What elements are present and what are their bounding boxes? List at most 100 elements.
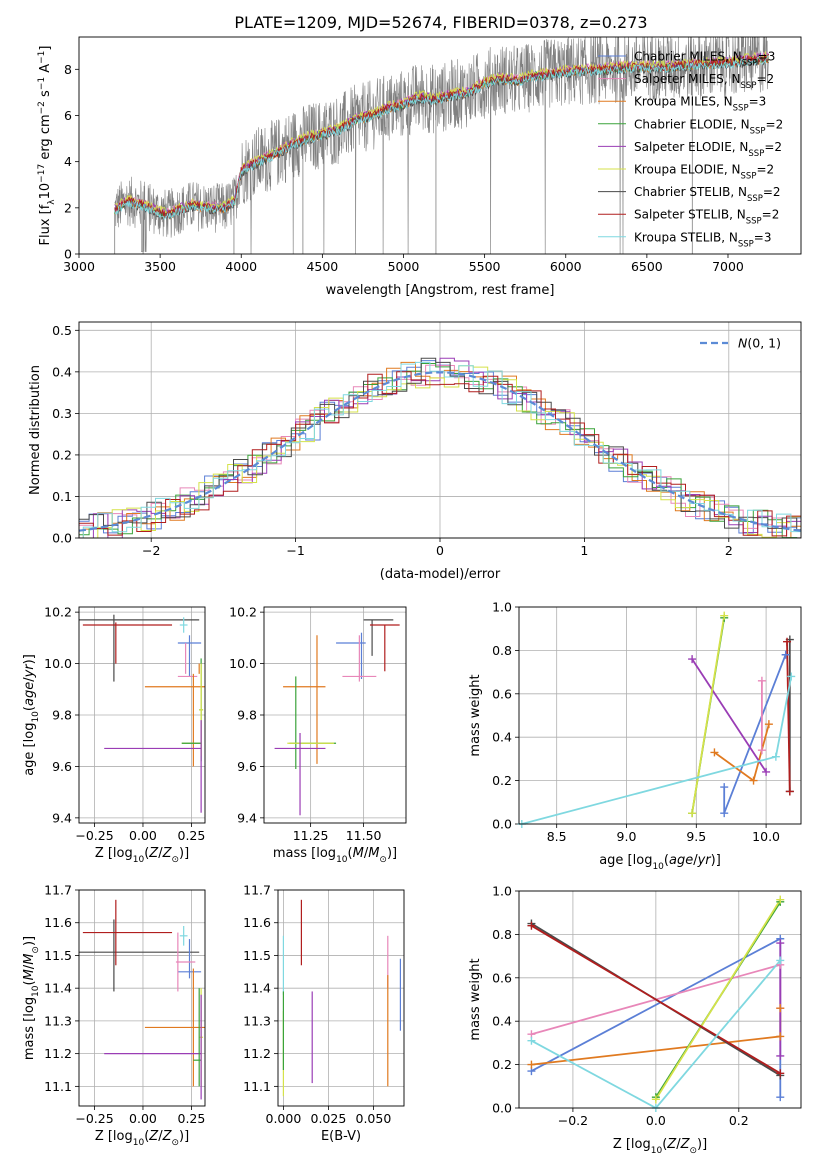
label-part: Z [log [95,846,133,861]
y-tick-label: 11.6 [44,915,72,930]
legend-label-sub: SSP [741,172,757,182]
label-part: wavelength [Angstrom, rest frame] [326,283,555,298]
label-part: Z [666,1137,677,1152]
y-tick-label: 9.6 [237,759,257,774]
x-axis-label: E(B-V) [321,1129,361,1144]
x-tick-label: 11.50 [346,828,382,843]
x-tick-label: 9.5 [686,829,706,844]
weight-line-salpeter-elodie [691,658,767,773]
weight-marker-chabrier-miles [720,809,729,818]
legend-label-main: Salpeter MILES, N [634,72,741,86]
legend-label-part: N [738,336,748,351]
plot-area [79,357,801,538]
x-tick-label: 0.00 [129,1111,157,1126]
y-tick-label: 0.4 [52,364,72,379]
y-tick-label: 11.4 [243,981,271,996]
y-tick-label: 11.3 [243,1013,271,1028]
label-part: Z [162,1129,173,1144]
y-tick-label: 0.4 [492,1014,512,1029]
weight-line-salpeter-stelib [786,641,791,792]
label-part: Z [680,1137,691,1152]
legend-label-tail: =3 [749,95,767,109]
legend-label-kroupa-miles: Kroupa MILES, NSSP=3 [634,95,766,114]
label-part: ( [22,980,37,985]
x-tick-label: 3500 [144,259,176,274]
y-tick-label: 10.0 [44,656,72,671]
legend-label-sub: SSP [748,149,764,159]
legend-label-tail: =2 [756,72,774,86]
normal-distribution-curve [79,371,801,532]
label-part: A [38,64,53,77]
legend-label-sub: SSP [738,239,754,249]
residual-histogram-salpeter-stelib [79,371,801,538]
x-axis-label: (data-model)/error [380,567,501,582]
label-part: age [log [22,723,37,776]
axes-4: −0.25 0.00 0.25 11.1 11.2 11.3 11.4 11.5 11.6 11.… [22,883,206,1148]
plot-area [282,899,401,1097]
weight-marker-salpeter-stelib [783,637,792,646]
x-tick-label: 0.2 [729,1113,749,1128]
weight-marker-kroupa-elodie [651,1095,660,1104]
x-axis-label: wavelength [Angstrom, rest frame] [326,283,555,298]
plot-area [79,899,205,1100]
axes-root: 3000 3500 4000 4500 5000 5500 6000 6500 7000 0 2 4 6… [22,36,802,1156]
label-part: 10 [133,855,145,865]
weight-marker-kroupa-stelib [771,752,780,761]
x-tick-label: −1 [286,543,304,558]
x-tick-label: 5500 [469,259,501,274]
x-tick-label: 4500 [306,259,338,274]
y-tick-label: 0.0 [52,531,72,546]
legend-label-tail: =2 [762,208,780,222]
label-part: Z [log [95,1129,133,1144]
label-part: )] [697,1137,707,1152]
plot-area [79,614,205,813]
weight-line-salpeter-stelib [530,924,781,1075]
label-part: / [693,853,698,868]
y-tick-label: 11.5 [44,948,72,963]
label-part: ⊙ [171,855,179,865]
y-tick-label: 0.3 [52,406,72,421]
legend-label-sub: SSP [741,81,757,91]
y-tick-label: 11.6 [243,915,271,930]
legend-label-main: Kroupa MILES, N [634,95,733,109]
legend-label-sub: SSP [747,194,763,204]
label-part: Z [log [613,1137,651,1152]
label-part: −17 [37,164,47,183]
label-part: −1 [37,77,47,90]
label-part: )] [179,1129,189,1144]
weight-line-chabrier-miles [723,654,787,814]
label-part: yr [697,853,713,868]
axes-6: 8.5 9.0 9.5 10.0 0.0 0.2 0.4 0.6 0.8 1.0 age [log1… [468,600,802,872]
legend-label-tail: =2 [766,117,784,131]
label-part: −1 [37,51,47,64]
axes-frame [78,606,206,824]
legend-label-chabrier-elodie: Chabrier ELODIE, NSSP=2 [634,117,783,136]
y-tick-label: 9.4 [52,810,72,825]
y-tick-label: 11.2 [44,1046,72,1061]
y-tick-label: 11.7 [44,883,72,898]
legend-label-salpeter-elodie: Salpeter ELODIE, NSSP=2 [634,140,782,159]
label-part: mass [log [273,846,336,861]
label-part: age [669,853,693,868]
plot-area [114,37,769,254]
x-tick-label: 0.25 [178,1111,206,1126]
y-tick-label: 0.1 [52,489,72,504]
y-tick-label: 0.4 [492,730,512,745]
y-axis-label: Flux [fλ10−17 erg cm−2 s−1 A−1] [37,46,57,246]
label-part: ⊙ [379,855,387,865]
axes-7: −0.2 0.0 0.20.00.20.40.60.81.0Z [log10(Z/Z… [468,884,802,1156]
y-axis-label: mass weight [468,958,483,1040]
label-part: / [22,964,37,969]
legend-label-sub: SSP [733,104,749,114]
figure-title: PLATE=1209, MJD=52674, FIBERID=0378, z=0… [234,13,647,32]
weight-marker-salpeter-miles [757,676,766,685]
legend-label-chabrier-stelib: Chabrier STELIB, NSSP=2 [634,185,781,204]
y-tick-label: 0.2 [492,1057,512,1072]
label-part: 10 [651,1146,663,1156]
label-part: )] [22,654,37,664]
label-part: / [158,1129,163,1144]
weight-marker-kroupa-miles [527,1060,536,1069]
label-part: M [368,846,379,861]
legend-label-normal: N(0, 1) [738,336,781,351]
legend-label-main: Chabrier ELODIE, N [634,117,750,131]
